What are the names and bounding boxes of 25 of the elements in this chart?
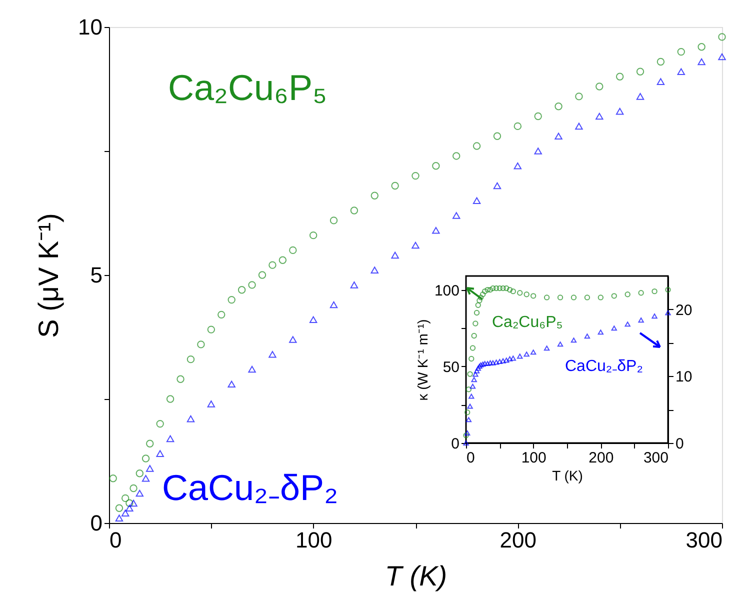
y-tick-label: 0 bbox=[451, 436, 460, 452]
y-tick-label: 0 bbox=[90, 510, 102, 536]
legend-label: CaCu₂₋δP₂ bbox=[565, 358, 643, 375]
x-tick-label: 100 bbox=[295, 528, 332, 552]
x-tick-label: 300 bbox=[643, 450, 668, 466]
y-axis-title: κ (W K⁻¹ m⁻¹) bbox=[414, 319, 430, 401]
y-tick-label: 100 bbox=[434, 282, 460, 300]
y2-tick-label: 10 bbox=[676, 368, 692, 386]
y2-tick-label: 20 bbox=[676, 302, 692, 319]
y-tick-label: 50 bbox=[442, 358, 460, 376]
y2-tick-label: 0 bbox=[676, 436, 684, 452]
x-axis-title: T (K) bbox=[384, 560, 448, 592]
y-tick-label: 5 bbox=[90, 262, 102, 288]
text: Ca₂Cu₆P₅ bbox=[168, 67, 328, 108]
x-tick-label: 300 bbox=[686, 528, 722, 552]
x-tick-label: 0 bbox=[110, 528, 122, 552]
x-tick-label: 100 bbox=[521, 450, 546, 466]
x-tick-label: 200 bbox=[588, 450, 614, 466]
x-axis-title: T (K) bbox=[552, 468, 583, 484]
x-tick-label: 200 bbox=[500, 528, 537, 552]
series-label: Ca₂Cu₆P₅ bbox=[492, 314, 563, 331]
x-tick-label: 0 bbox=[466, 450, 475, 466]
series-label: CaCu₂₋δP₂ bbox=[162, 467, 338, 508]
y-tick-label: 10 bbox=[78, 14, 102, 40]
y-axis-title: S (μV K⁻¹) bbox=[33, 213, 64, 338]
